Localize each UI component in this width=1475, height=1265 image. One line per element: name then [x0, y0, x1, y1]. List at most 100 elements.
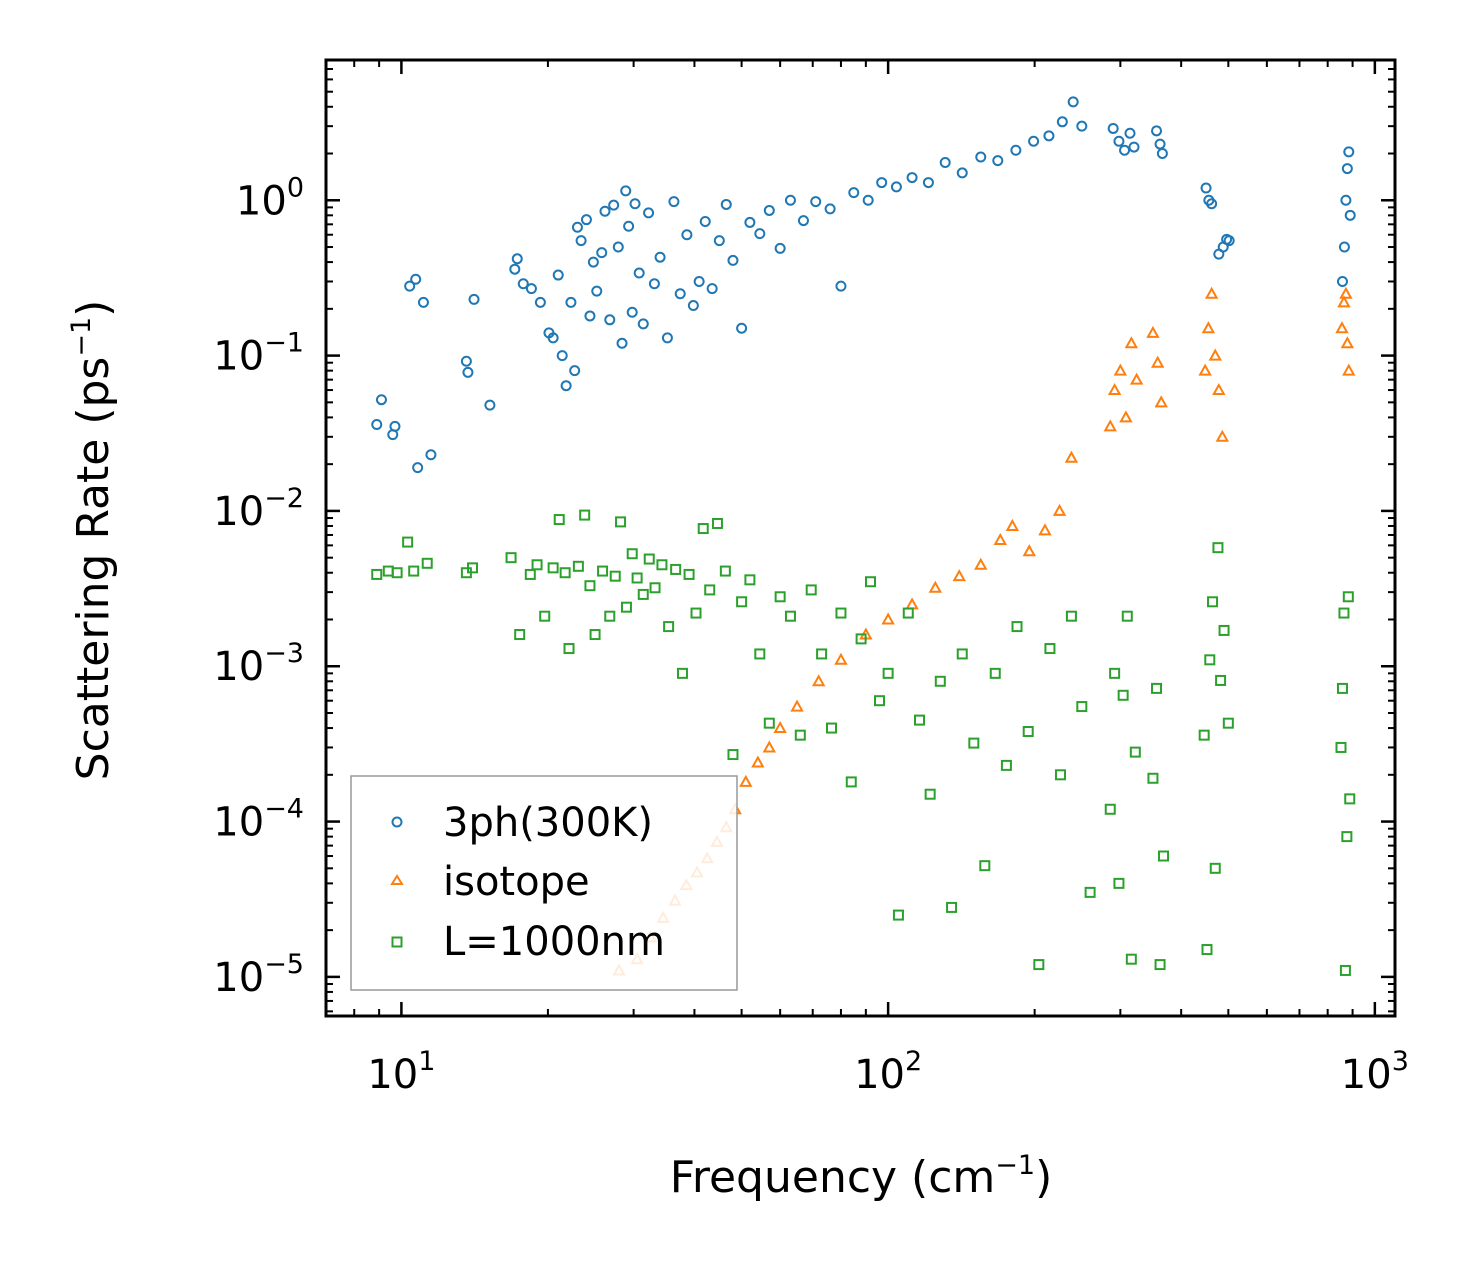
data-point [1125, 953, 1137, 965]
data-point [1113, 363, 1128, 376]
data-point [1151, 682, 1163, 694]
data-point [892, 909, 904, 921]
data-point [794, 729, 806, 741]
data-point [539, 610, 551, 622]
data-point [1204, 654, 1216, 666]
data-point [629, 198, 641, 210]
data-point [1198, 729, 1210, 741]
data-point [1342, 591, 1354, 603]
data-point [1344, 793, 1356, 805]
y-tick-base: 10 [236, 178, 287, 224]
data-point [1054, 769, 1066, 781]
legend-marker-square-icon [391, 936, 403, 948]
x-axis-label-sup: −1 [995, 1150, 1035, 1181]
data-point [1338, 607, 1350, 619]
data-point [974, 557, 988, 570]
data-point [534, 296, 546, 308]
data-point [1005, 518, 1020, 531]
y-tick-exp: 0 [287, 172, 304, 203]
data-point [604, 314, 616, 326]
data-point [1335, 321, 1349, 334]
data-point [674, 288, 686, 300]
data-point [805, 584, 817, 596]
data-point [589, 629, 601, 641]
data-point [597, 565, 609, 577]
data-point [979, 860, 991, 872]
data-point [727, 749, 739, 761]
legend: 3ph(300K) isotope L=1000nm [350, 775, 738, 991]
data-point [825, 722, 837, 734]
data-point [924, 788, 936, 800]
data-point [623, 220, 635, 232]
data-point [637, 588, 649, 600]
y-tick-label: 10−2 [213, 483, 304, 535]
data-point [412, 462, 424, 474]
data-point [1076, 120, 1088, 132]
data-point [864, 576, 876, 588]
data-point [790, 699, 804, 712]
legend-label-l1000nm: L=1000nm [443, 919, 665, 965]
data-point [643, 553, 655, 565]
data-point [1342, 363, 1356, 376]
data-point [511, 253, 523, 265]
data-point [1215, 674, 1227, 686]
data-point [1201, 944, 1213, 956]
data-point [553, 514, 565, 526]
data-point [1010, 144, 1022, 156]
data-point [1103, 419, 1117, 432]
y-tick-exp: −5 [264, 949, 304, 980]
data-point [719, 565, 731, 577]
y-axis-label-sup: −1 [66, 317, 97, 357]
data-point [565, 296, 577, 308]
data-point [906, 172, 918, 184]
data-point [609, 570, 621, 582]
y-tick-exp: −2 [264, 483, 304, 514]
data-point [676, 667, 688, 679]
data-point [560, 380, 572, 392]
data-point [596, 247, 608, 259]
data-point [934, 675, 946, 687]
data-point [547, 562, 559, 574]
data-point [1028, 135, 1040, 147]
data-point [773, 720, 787, 734]
y-tick-label: 100 [236, 172, 304, 224]
data-point [1340, 194, 1352, 206]
data-point [547, 332, 559, 344]
data-point [1052, 503, 1067, 516]
data-point [739, 774, 753, 787]
x-tick-label: 102 [854, 1046, 922, 1098]
data-point [1084, 886, 1096, 898]
data-point [580, 214, 592, 226]
legend-marker-circle-icon [391, 816, 403, 828]
x-axis-label-end: ) [1035, 1152, 1052, 1203]
data-point [774, 242, 786, 254]
data-point [1107, 382, 1122, 396]
data-point [1218, 624, 1230, 636]
x-tick-base: 10 [1341, 1052, 1392, 1098]
data-point [468, 293, 480, 305]
x-tick-label: 101 [367, 1046, 435, 1098]
data-point [697, 523, 709, 535]
x-tick-exp: 1 [418, 1046, 435, 1077]
y-tick-base: 10 [213, 800, 264, 846]
data-point [402, 536, 414, 548]
data-point [1206, 198, 1218, 210]
data-point [744, 216, 756, 228]
data-point [744, 574, 756, 586]
data-point [579, 509, 591, 521]
data-point [810, 196, 822, 208]
data-point [683, 568, 695, 580]
data-point [668, 196, 680, 208]
data-point [1215, 429, 1230, 442]
data-point [1113, 135, 1125, 147]
data-point [1201, 321, 1216, 334]
data-point [1128, 141, 1140, 153]
data-point [992, 155, 1004, 167]
data-point [1341, 163, 1353, 175]
legend-entry-isotope: isotope [390, 859, 590, 905]
data-point [989, 667, 1001, 679]
data-point [736, 596, 748, 608]
data-point [1336, 275, 1348, 287]
data-point [514, 629, 526, 641]
